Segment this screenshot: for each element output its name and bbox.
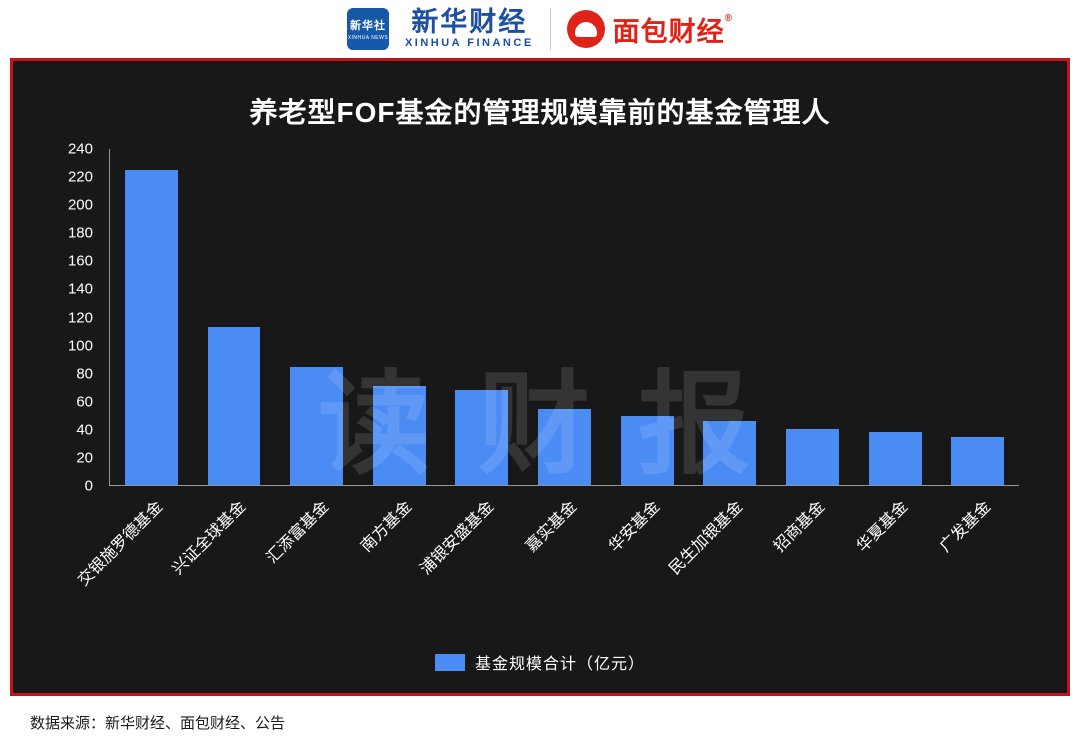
- bar: [290, 367, 344, 485]
- y-tick-label: 220: [67, 168, 93, 186]
- y-tick-label: 160: [67, 252, 93, 270]
- x-axis-label: 华夏基金: [853, 498, 912, 556]
- x-axis-label: 嘉实基金: [523, 498, 581, 556]
- x-label-anchor: 招商基金: [771, 486, 854, 636]
- xinhua-finance-en: XINHUA FINANCE: [404, 37, 534, 50]
- bar: [786, 429, 839, 485]
- bar: [538, 409, 591, 485]
- y-tick-label: 240: [67, 140, 93, 158]
- legend: 基金规模合计（亿元）: [13, 650, 1067, 674]
- y-tick-label: 120: [67, 309, 93, 326]
- y-axis-labels: 0 20 40 60 80 100 120 140 160 180 200 220 240: [43, 141, 99, 495]
- bread-finance-logo: 面包财经®: [566, 10, 733, 49]
- xinhua-news-logo: 新华社 XINHUA NEWS: [346, 8, 389, 50]
- chart-panel: 养老型FOF基金的管理规模靠前的基金管理人 0 20 40 60 80 100 120 140…: [10, 58, 1070, 696]
- bar-column: [688, 149, 771, 485]
- y-tick-label: 140: [67, 280, 93, 298]
- registered-mark: ®: [724, 12, 734, 24]
- x-label-anchor: 汇添富基金: [264, 486, 357, 636]
- bar: [455, 389, 509, 485]
- y-tick-label: 40: [76, 421, 93, 439]
- bar: [372, 385, 426, 485]
- bar: [207, 326, 261, 485]
- legend-swatch: [434, 653, 465, 671]
- x-axis-label: 南方基金: [357, 498, 415, 556]
- bars: [110, 149, 1019, 485]
- bread-finance-wordmark: 面包财经®: [613, 10, 733, 49]
- bar-column: [523, 149, 606, 485]
- bar: [868, 431, 922, 485]
- bar: [620, 416, 674, 485]
- bar-column: [441, 149, 524, 485]
- y-tick-label: 180: [67, 224, 93, 242]
- xinhua-finance-cn: 新华财经: [411, 7, 528, 38]
- x-label-anchor: 浦银安盛基金: [418, 486, 523, 636]
- y-tick-label: 100: [67, 337, 93, 355]
- bar: [124, 170, 178, 485]
- bread-finance-cn: 面包财经: [612, 16, 725, 47]
- x-label-anchor: 华夏基金: [854, 486, 937, 636]
- x-label-anchor: 广发基金: [936, 486, 1019, 636]
- x-axis-label: 广发基金: [936, 498, 994, 556]
- y-tick-label: 60: [76, 393, 93, 411]
- bar-column: [275, 149, 358, 485]
- x-label-anchor: 嘉实基金: [523, 486, 606, 636]
- header-divider: [549, 8, 551, 50]
- bread-circle-icon: [566, 10, 605, 48]
- bar-column: [606, 149, 689, 485]
- xinhua-logo-subtext: XINHUA NEWS: [347, 35, 389, 41]
- bar-column: [771, 149, 854, 485]
- x-label-anchor: 民生加银基金: [666, 486, 771, 636]
- bar: [703, 420, 757, 485]
- plot-area: [109, 149, 1019, 486]
- chart-title: 养老型FOF基金的管理规模靠前的基金管理人: [249, 97, 831, 128]
- x-axis-label: 招商基金: [771, 498, 829, 556]
- bar: [951, 437, 1005, 485]
- data-source: 数据来源：新华财经、面包财经、公告: [30, 715, 286, 732]
- y-tick-label: 20: [76, 449, 93, 467]
- header: 新华社 XINHUA NEWS 新华财经 XINHUA FINANCE 面包财经…: [0, 0, 1080, 58]
- x-axis-label: 华安基金: [605, 498, 664, 556]
- x-label-anchor: 兴证全球基金: [169, 486, 275, 636]
- legend-label: 基金规模合计（亿元）: [474, 656, 645, 673]
- bar-column: [854, 149, 937, 485]
- y-tick-label: 80: [76, 365, 93, 383]
- x-axis-label: 交银施罗德基金: [75, 498, 167, 590]
- bar-column: [358, 149, 441, 485]
- bar-column: [193, 149, 276, 485]
- xinhua-finance-wordmark: 新华财经 XINHUA FINANCE: [405, 8, 534, 50]
- bread-icon: [574, 21, 597, 37]
- x-labels: 交银施罗德基金 兴证全球基金 汇添富基金 南方基金 浦银安盛基金 嘉实基金 华安基金 民生加银…: [75, 486, 1019, 636]
- bar-column: [110, 149, 193, 485]
- y-tick-label: 0: [84, 477, 93, 495]
- bar-column: [936, 149, 1019, 485]
- xinhua-logo-text: 新华社: [349, 20, 386, 32]
- y-tick-label: 200: [67, 196, 93, 214]
